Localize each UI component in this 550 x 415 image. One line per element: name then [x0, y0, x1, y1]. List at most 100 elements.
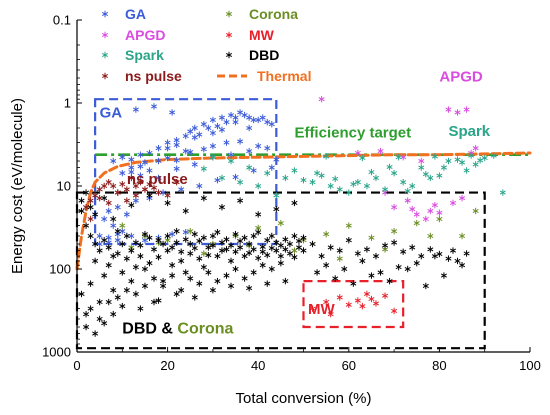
point-dbd	[209, 286, 216, 294]
point-dbd	[363, 246, 370, 253]
point-spark	[300, 176, 307, 184]
annotation-dbd-corona: DBD & Corona	[122, 321, 233, 338]
point-dbd	[359, 257, 366, 265]
point-apgd	[418, 157, 425, 165]
point-dbd	[164, 199, 171, 207]
point-mw	[391, 307, 398, 315]
legend-swatch	[101, 72, 109, 80]
point-dbd	[114, 227, 121, 235]
point-ga	[137, 172, 144, 179]
point-ns-pulse	[87, 215, 94, 223]
point-dbd	[286, 240, 293, 248]
point-dbd	[341, 265, 348, 273]
point-corona	[391, 227, 398, 235]
point-spark	[291, 167, 298, 174]
point-ga	[173, 165, 180, 172]
point-ga	[173, 157, 180, 164]
point-ns-pulse	[105, 199, 112, 207]
point-ga	[209, 129, 216, 137]
region-ga	[94, 98, 278, 246]
y-axis-title: Energy cost (eV/molecule)	[9, 98, 26, 274]
point-ga	[237, 138, 244, 145]
legend-item-corona: Corona	[225, 6, 298, 22]
point-corona	[459, 232, 466, 240]
point-ns-pulse	[164, 192, 171, 199]
point-dbd	[264, 237, 271, 244]
point-ns-pulse	[173, 179, 180, 186]
point-mw	[327, 310, 334, 318]
point-dbd	[232, 265, 239, 273]
point-corona	[427, 232, 434, 240]
y-tick-label: 10	[57, 179, 71, 194]
point-spark	[359, 154, 366, 162]
x-tick-label: 100	[519, 358, 541, 373]
point-dbd	[277, 252, 284, 260]
legend-label: GA	[125, 6, 146, 22]
point-ga	[110, 222, 117, 229]
legend-label: DBD	[249, 47, 279, 63]
point-dbd	[187, 275, 194, 282]
point-ns-pulse	[87, 197, 94, 204]
point-dbd	[372, 252, 380, 260]
point-ga	[132, 106, 139, 113]
point-ga	[137, 151, 144, 158]
point-dbd	[83, 323, 90, 331]
point-mw	[368, 295, 375, 303]
point-dbd	[150, 275, 158, 282]
point-dbd	[454, 257, 461, 265]
point-dbd	[336, 247, 343, 254]
point-ns-pulse	[141, 186, 148, 193]
point-corona	[119, 222, 126, 229]
point-dbd	[128, 247, 135, 254]
point-ns-pulse	[123, 186, 130, 193]
point-dbd	[223, 272, 230, 279]
point-dbd	[141, 282, 148, 290]
point-ga	[155, 157, 162, 165]
legend-item-spark: Spark	[101, 47, 164, 63]
point-mw	[359, 302, 366, 310]
point-dbd	[101, 194, 108, 202]
point-dbd	[214, 277, 221, 285]
point-apgd	[404, 197, 411, 204]
point-dbd	[169, 244, 176, 251]
point-spark	[431, 153, 438, 160]
point-dbd	[440, 272, 447, 279]
point-ga	[227, 151, 235, 158]
point-ga	[169, 230, 176, 238]
point-spark	[477, 157, 484, 164]
point-ga	[101, 215, 108, 223]
legend-item-apgd: APGD	[101, 27, 165, 43]
point-dbd	[96, 298, 103, 306]
point-dbd	[264, 280, 271, 287]
point-dbd	[250, 269, 257, 276]
point-ns-pulse	[96, 186, 103, 193]
point-spark	[490, 152, 497, 159]
point-dbd	[164, 232, 171, 240]
point-dbd	[155, 237, 162, 244]
point-dbd	[119, 302, 126, 310]
point-dbd	[241, 252, 248, 260]
point-ga	[182, 132, 189, 140]
point-spark	[409, 182, 416, 190]
legend-item-mw: MW	[225, 27, 275, 43]
point-spark	[391, 169, 398, 177]
point-spark	[209, 154, 216, 161]
point-spark	[350, 180, 357, 188]
point-corona	[472, 207, 479, 215]
legend-layer: GA APGD Spark ns pulse Corona MW DBD Thermal	[101, 6, 311, 84]
point-ns-pulse	[105, 179, 112, 186]
point-ga	[232, 173, 239, 181]
point-apgd	[431, 201, 438, 209]
point-spark	[218, 174, 225, 182]
legend-label: ns pulse	[125, 68, 182, 84]
point-spark	[440, 164, 447, 171]
point-dbd	[268, 232, 275, 240]
point-dbd	[300, 234, 307, 241]
legend-item-dbd: DBD	[225, 47, 279, 63]
point-dbd	[173, 290, 180, 298]
point-spark	[422, 170, 429, 178]
point-dbd	[309, 240, 316, 248]
point-ga	[205, 124, 212, 132]
point-spark	[454, 156, 461, 163]
point-spark	[332, 175, 339, 183]
